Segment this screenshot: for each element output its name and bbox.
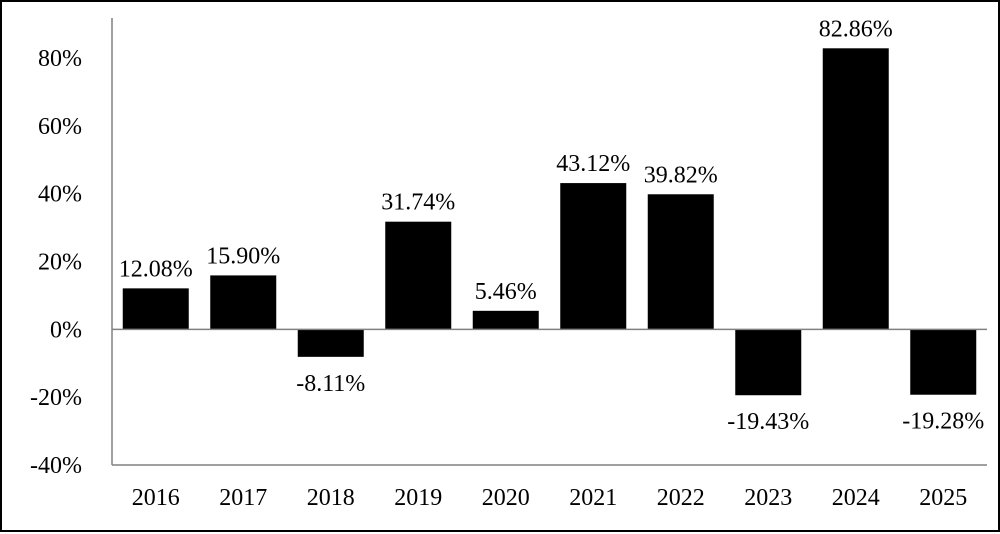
data-label-2016: 12.08% <box>119 256 193 282</box>
data-label-2025: -19.28% <box>902 409 984 435</box>
bar-2024 <box>822 48 889 330</box>
bar-2025 <box>910 329 977 395</box>
data-label-2018: -8.11% <box>296 371 365 397</box>
y-axis: 80% 60% 40% 20% 0% -20% -40% <box>30 18 113 479</box>
bar-2017 <box>210 275 277 330</box>
x-tick-label: 2020 <box>482 485 530 511</box>
x-tick-label: 2018 <box>307 485 355 511</box>
data-label-2020: 5.46% <box>475 279 537 305</box>
y-tick-label: 80% <box>38 46 82 72</box>
x-tick-label: 2023 <box>744 485 792 511</box>
data-label-2024: 82.86% <box>819 16 893 42</box>
bar-2020 <box>472 310 539 330</box>
y-tick-label: -20% <box>30 385 82 411</box>
data-label-2021: 43.12% <box>556 151 630 177</box>
data-labels: 12.08% 15.90% -8.11% 31.74% 5.46% 43.12% 39.82… <box>119 16 985 435</box>
bar-2019 <box>385 221 452 330</box>
bar-2022 <box>647 194 714 330</box>
y-tick-label: -40% <box>30 453 82 479</box>
y-tick-label: 0% <box>50 317 82 343</box>
x-axis: 2016 2017 2018 2019 2020 2021 2022 2023 2024 2025 <box>112 328 987 511</box>
data-label-2017: 15.90% <box>206 243 280 269</box>
data-label-2023: -19.43% <box>727 409 809 435</box>
x-tick-label: 2017 <box>219 485 267 511</box>
bars <box>122 48 977 396</box>
y-tick-label: 40% <box>38 182 82 208</box>
y-tick-label: 60% <box>38 114 82 140</box>
x-tick-label: 2024 <box>832 485 880 511</box>
data-label-2019: 31.74% <box>381 190 455 216</box>
x-tick-label: 2025 <box>919 485 967 511</box>
data-label-2022: 39.82% <box>644 162 718 188</box>
x-tick-label: 2016 <box>132 485 180 511</box>
bar-2018 <box>297 329 364 357</box>
x-tick-label: 2022 <box>657 485 705 511</box>
y-tick-label: 20% <box>38 250 82 276</box>
bar-2023 <box>735 329 802 396</box>
bar-2021 <box>560 183 627 330</box>
bar-2016 <box>122 288 189 330</box>
x-tick-label: 2019 <box>394 485 442 511</box>
x-tick-label: 2021 <box>569 485 617 511</box>
